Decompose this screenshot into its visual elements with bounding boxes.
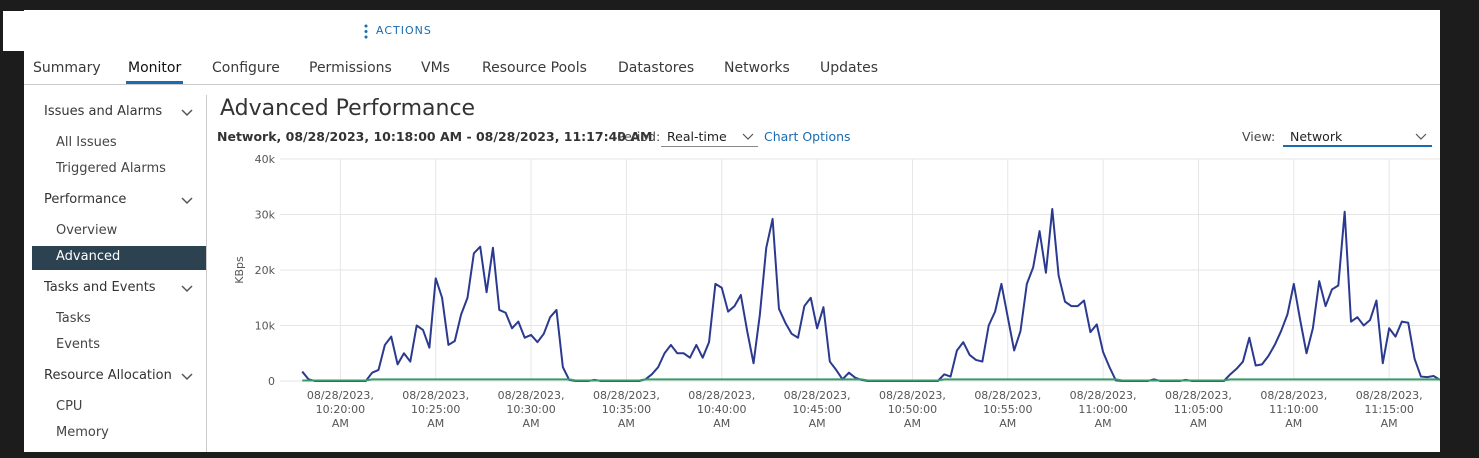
- sidebar-item[interactable]: Overview: [56, 223, 118, 238]
- x-tick-label: 08/28/2023, 10:50:00 AM: [878, 389, 946, 430]
- view-underline: [1283, 145, 1432, 147]
- sidebar-item[interactable]: CPU: [56, 399, 83, 414]
- tab-divider: [24, 84, 1440, 85]
- tab-active[interactable]: Monitor: [128, 60, 182, 76]
- object-name-box: [3, 11, 350, 51]
- chevrons: [181, 109, 193, 381]
- sidebar-divider: [206, 95, 207, 452]
- y-tick-label: 10k: [255, 320, 276, 333]
- view-label: View:: [1242, 129, 1276, 144]
- y-axis-label: KBps: [233, 256, 246, 284]
- tab[interactable]: Permissions: [309, 60, 392, 76]
- period-underline: [661, 146, 758, 147]
- chart-options-link[interactable]: Chart Options: [764, 129, 851, 144]
- tab[interactable]: VMs: [421, 60, 450, 76]
- x-tick-label: 08/28/2023, 10:35:00 AM: [592, 389, 660, 430]
- x-tick-label: 08/28/2023, 11:15:00 AM: [1355, 389, 1423, 430]
- x-tick-label: 08/28/2023, 11:05:00 AM: [1165, 389, 1232, 430]
- sidebar-section[interactable]: Performance: [44, 192, 127, 207]
- x-tick-label: 08/28/2023, 10:55:00 AM: [974, 389, 1042, 430]
- tab-underline: [126, 81, 183, 84]
- period-select[interactable]: Real-time: [667, 129, 727, 144]
- y-tick-label: 0: [268, 375, 275, 388]
- tab[interactable]: Updates: [820, 60, 878, 76]
- sidebar-item[interactable]: Memory: [56, 425, 109, 440]
- view-chevron: [1415, 133, 1427, 140]
- x-tick-label: 08/28/2023, 11:00:00 AM: [1069, 389, 1137, 430]
- x-tick-label: 08/28/2023, 10:25:00 AM: [402, 389, 470, 430]
- period-chevron: [742, 133, 754, 140]
- sidebar-selection: [32, 246, 206, 270]
- main-panel: [24, 10, 1440, 452]
- sidebar-section[interactable]: Issues and Alarms: [44, 104, 163, 119]
- actions-icon: [364, 24, 368, 39]
- series-line: [301, 207, 1440, 382]
- chart: 0 10k 20k 30k 40k KBps: [233, 153, 1440, 388]
- x-tick-label: 08/28/2023, 10:40:00 AM: [688, 389, 756, 430]
- period-label: Period:: [617, 129, 661, 144]
- page-title: Advanced Performance: [220, 96, 476, 121]
- y-tick-label: 30k: [255, 209, 276, 222]
- tab[interactable]: Summary: [33, 60, 101, 76]
- tab[interactable]: Datastores: [618, 60, 695, 76]
- tab[interactable]: Resource Pools: [482, 60, 587, 76]
- x-tick-label: 08/28/2023, 10:20:00 AM: [306, 389, 374, 430]
- sidebar-section[interactable]: Tasks and Events: [44, 280, 156, 295]
- chart-subtitle: Network, 08/28/2023, 10:18:00 AM - 08/28…: [217, 129, 653, 144]
- sidebar-item-selected[interactable]: Advanced: [56, 249, 121, 264]
- y-tick-label: 20k: [255, 264, 276, 277]
- x-tick-label: 08/28/2023, 11:10:00 AM: [1260, 389, 1328, 430]
- actions-button[interactable]: ACTIONS: [376, 24, 432, 37]
- sidebar-item[interactable]: All Issues: [56, 135, 117, 150]
- sidebar-item[interactable]: Events: [56, 337, 101, 352]
- sidebar-item[interactable]: Tasks: [56, 311, 91, 326]
- tab[interactable]: Configure: [212, 60, 280, 76]
- view-select[interactable]: Network: [1290, 129, 1343, 144]
- x-tick-label: 08/28/2023, 10:30:00 AM: [497, 389, 565, 430]
- y-tick-label: 40k: [255, 153, 276, 166]
- series-line: [302, 378, 1440, 382]
- sidebar-section[interactable]: Resource Allocation: [44, 368, 172, 383]
- tab[interactable]: Networks: [724, 60, 790, 76]
- x-tick-label: 08/28/2023, 10:45:00 AM: [783, 389, 851, 430]
- sidebar-item[interactable]: Triggered Alarms: [56, 161, 166, 176]
